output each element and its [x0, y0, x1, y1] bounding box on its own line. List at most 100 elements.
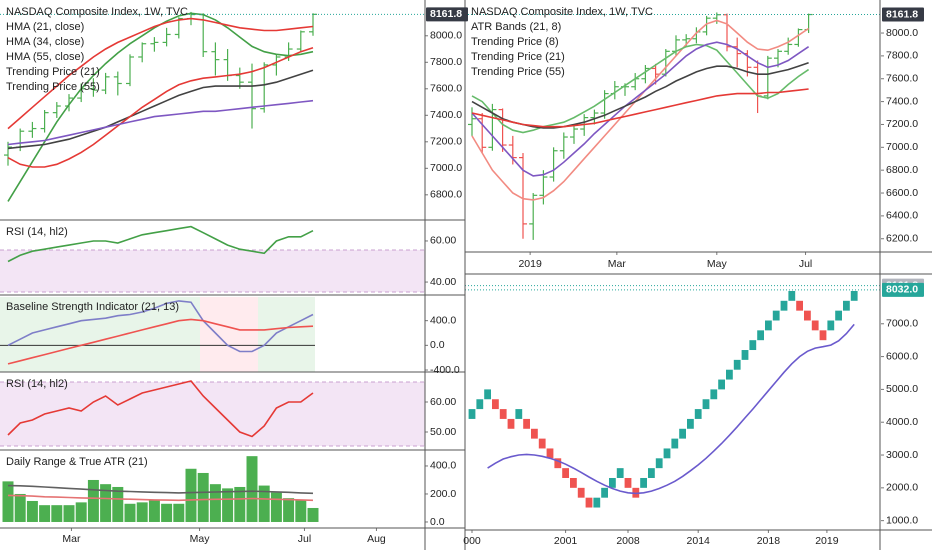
renko-brick — [733, 359, 741, 370]
panel-title: Daily Range & True ATR (21) — [6, 456, 148, 468]
series-line — [487, 323, 855, 495]
renko-brick — [850, 290, 858, 301]
renko-brick — [523, 418, 530, 429]
series-line — [7, 318, 314, 365]
panel-title: NASDAQ Composite Index, 1W, TVC — [471, 6, 653, 18]
legend-entry: HMA (55, close) — [6, 51, 84, 63]
renko-brick — [601, 487, 608, 498]
legend-entry: HMA (34, close) — [6, 36, 84, 48]
renko-brick — [515, 409, 523, 419]
renko-brick — [570, 477, 577, 488]
price-badge — [882, 282, 924, 297]
y-tick-label: 6800.0 — [430, 189, 462, 201]
legend-entry: Trending Price (55) — [471, 66, 565, 78]
renko-brick — [648, 468, 655, 478]
y-tick-label: 400.0 — [430, 460, 456, 472]
renko-brick — [843, 300, 850, 311]
renko-brick — [507, 418, 515, 429]
bar — [14, 493, 26, 522]
x-tick-label: 2019 — [518, 258, 542, 270]
renko-brick — [585, 497, 593, 508]
y-tick-label: 7200.0 — [430, 136, 462, 148]
series-line — [471, 88, 809, 128]
panel-title: Baseline Strength Indicator (21, 13) — [6, 301, 179, 313]
y-tick-label: 7000.0 — [430, 162, 462, 174]
bar — [75, 502, 87, 522]
bar — [283, 498, 295, 522]
series-line — [7, 225, 314, 263]
x-tick-label: 2008 — [616, 535, 640, 547]
price-badge — [882, 7, 924, 22]
legend-entry: Trending Price (21) — [6, 66, 100, 78]
renko-brick — [663, 448, 671, 459]
y-tick-label: 7400.0 — [430, 109, 462, 121]
x-tick-label: Jul — [799, 258, 812, 270]
legend-entry: Trending Price (8) — [471, 36, 559, 48]
y-tick-label: 50.00 — [430, 426, 456, 438]
renko-brick — [819, 330, 827, 341]
y-tick-label: 7600.0 — [430, 83, 462, 95]
series-line — [7, 99, 314, 146]
renko-brick — [772, 310, 780, 321]
bar — [136, 502, 148, 522]
y-tick-label: 5000.0 — [886, 383, 918, 395]
y-tick-label: 7800.0 — [886, 50, 918, 62]
series-line — [7, 484, 314, 495]
legend-entry: HMA (21, close) — [6, 21, 84, 33]
x-tick-label: Mar — [608, 258, 627, 270]
renko-brick — [788, 290, 796, 301]
renko-brick — [804, 310, 811, 321]
x-tick-label: Jul — [298, 533, 311, 545]
bar — [270, 492, 282, 522]
bar — [209, 484, 221, 522]
y-tick-label: 60.00 — [430, 396, 456, 408]
renko-brick — [726, 369, 733, 380]
series-line — [471, 19, 810, 201]
bar — [100, 484, 112, 522]
y-tick-label: 7800.0 — [430, 56, 462, 68]
y-tick-label: 200.0 — [430, 488, 456, 500]
renko-brick — [476, 399, 484, 410]
renko-brick — [562, 468, 569, 478]
bar — [234, 486, 246, 522]
y-tick-label: 2000.0 — [886, 482, 918, 494]
bar — [51, 505, 63, 522]
renko-brick — [640, 477, 647, 488]
renko-brick — [492, 399, 499, 410]
x-tick-label: 2018 — [757, 535, 781, 547]
y-tick-label: 400.0 — [430, 314, 456, 326]
legend-entry: ATR Bands (21, 8) — [471, 21, 561, 33]
renko-brick — [671, 438, 679, 449]
y-tick-label: 6800.0 — [886, 164, 918, 176]
renko-brick — [468, 409, 476, 419]
y-tick-label: 7400.0 — [886, 95, 918, 107]
x-tick-label: Aug — [367, 533, 386, 545]
y-tick-label: 7000.0 — [886, 141, 918, 153]
renko-brick — [780, 300, 788, 311]
price-badge — [426, 7, 468, 22]
renko-brick — [655, 458, 663, 469]
bar — [112, 486, 124, 522]
bar — [185, 468, 197, 522]
y-tick-label: 6600.0 — [886, 187, 918, 199]
y-tick-label: 7000.0 — [886, 318, 918, 330]
y-tick-label: 6000.0 — [886, 350, 918, 362]
baseline-zone — [258, 297, 315, 372]
renko-brick — [609, 477, 616, 488]
renko-brick — [718, 379, 725, 390]
renko-brick — [616, 468, 624, 478]
rsi-band — [0, 250, 425, 292]
bar — [124, 503, 136, 522]
bar — [26, 500, 38, 522]
y-tick-label: 4000.0 — [886, 416, 918, 428]
renko-brick — [546, 448, 554, 459]
bar — [173, 503, 185, 522]
bar — [148, 499, 160, 522]
x-tick-label: 000 — [463, 535, 481, 547]
renko-brick — [796, 300, 803, 311]
baseline-zone — [0, 297, 200, 372]
panel-title: NASDAQ Composite Index, 1W, TVC — [6, 6, 188, 18]
bar — [197, 472, 209, 522]
y-tick-label: 1000.0 — [886, 514, 918, 526]
